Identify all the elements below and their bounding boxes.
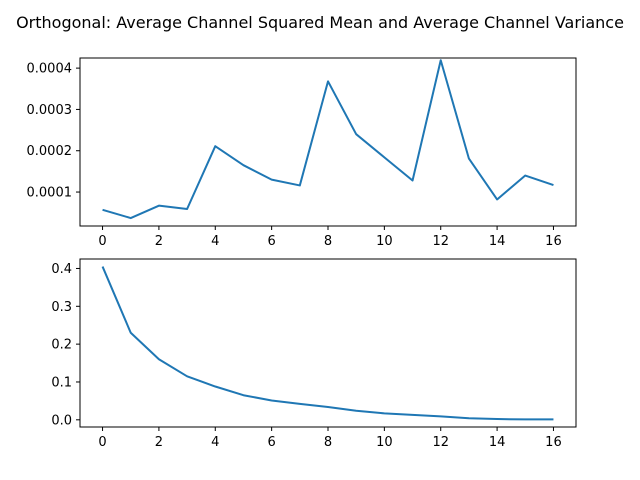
y-tick-label: 0.4	[51, 262, 72, 277]
y-tick-label: 0.3	[51, 300, 72, 315]
x-tick-label: 16	[545, 435, 562, 450]
figure-title: Orthogonal: Average Channel Squared Mean…	[16, 13, 624, 32]
y-tick-label: 0.0	[51, 413, 72, 428]
y-tick-label: 0.0002	[27, 144, 73, 159]
x-tick-label: 4	[211, 234, 219, 249]
x-tick-label: 0	[98, 234, 106, 249]
x-tick-label: 10	[376, 435, 393, 450]
y-tick-label: 0.0004	[27, 62, 73, 77]
series-line	[101, 266, 554, 421]
x-tick-label: 2	[155, 435, 163, 450]
chart-top: 0 2 4 6 8 10 12 14 16 0.0001 0.0002 0.0003 0.0004	[27, 57, 577, 249]
x-tick-label: 14	[489, 234, 506, 249]
x-tick-label: 8	[324, 234, 332, 249]
x-tick-label: 10	[376, 234, 393, 249]
x-tick-label: 6	[267, 435, 275, 450]
x-tick-label: 12	[432, 234, 449, 249]
y-tick-label: 0.0003	[27, 103, 73, 118]
x-tick-label: 14	[489, 435, 506, 450]
axes-frame	[79, 258, 577, 428]
x-tick-label: 4	[211, 435, 219, 450]
chart-bottom: 0 2 4 6 8 10 12 14 16 0.0 0.1 0.2 0.3 0.4	[51, 258, 577, 450]
x-tick-label: 0	[98, 435, 106, 450]
x-tick-label: 12	[432, 435, 449, 450]
x-tick-label: 16	[545, 234, 562, 249]
x-tick-label: 2	[155, 234, 163, 249]
y-tick-label: 0.0001	[27, 186, 73, 201]
y-tick-label: 0.2	[51, 338, 72, 353]
y-tick-label: 0.1	[51, 375, 72, 390]
x-tick-label: 6	[267, 234, 275, 249]
series-line	[102, 59, 554, 220]
x-tick-label: 8	[324, 435, 332, 450]
